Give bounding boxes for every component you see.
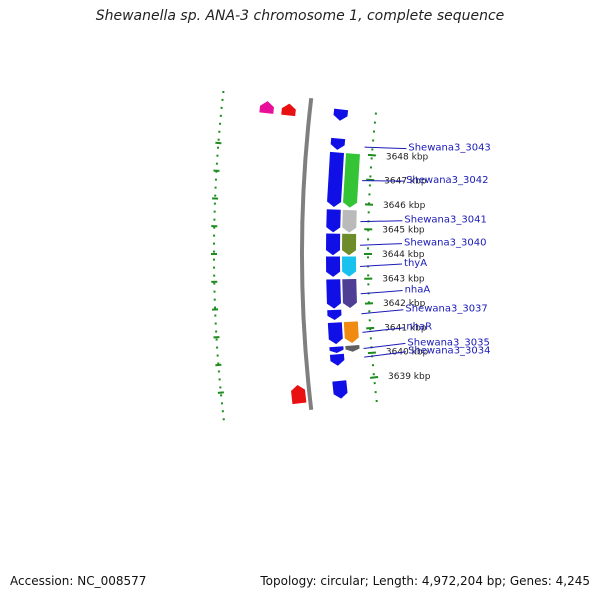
kbp-tick-label: 3642 kbp	[383, 299, 426, 309]
sequence-summary: Topology: circular; Length: 4,972,204 bp…	[260, 574, 590, 588]
outer-dotted-track	[213, 87, 225, 421]
gene-feature	[291, 385, 307, 405]
kbp-tick-label: 3644 kbp	[382, 250, 425, 260]
kbp-tick-label: 3648 kbp	[386, 152, 429, 162]
gene-feature	[343, 321, 359, 344]
gene-Shewana3_3040	[326, 233, 341, 256]
kbp-tick	[367, 153, 376, 157]
kbp-tick-label: 3647 kbp	[384, 177, 427, 187]
accession-label: Accession: NC_008577	[10, 574, 147, 588]
gene-feature	[342, 233, 357, 256]
gene-label: nhaR	[406, 322, 432, 333]
gene-label-leader	[360, 220, 403, 223]
gene-label: Shewana3_3041	[404, 215, 486, 226]
kbp-tick	[367, 351, 376, 355]
gene-label-leader	[364, 146, 407, 150]
gene-label-leader	[362, 327, 405, 333]
gene-label: Shewana3_3034	[408, 346, 490, 357]
kbp-tick-label: 3640 kbp	[386, 348, 429, 358]
gene-feature	[281, 103, 296, 117]
gene-label: Shewana3_3037	[405, 304, 487, 315]
gene-label-leader	[364, 351, 407, 358]
chromosome-backbone	[300, 97, 314, 411]
gene-feature	[259, 101, 274, 114]
gene-label: Shewana3_3040	[404, 238, 486, 249]
gene-nhaA	[326, 279, 341, 309]
gene-Shewana3_3041	[326, 209, 341, 233]
gene-nhaR	[327, 322, 343, 345]
kbp-tick-label: 3641 kbp	[384, 323, 427, 333]
gene-label: Shewana3_3043	[408, 143, 490, 154]
gene-feature	[343, 153, 360, 208]
gene-feature	[333, 108, 349, 121]
gene-feature	[345, 345, 360, 352]
kbp-tick-label: 3643 kbp	[382, 274, 425, 284]
outer-track-tick	[217, 391, 224, 394]
gene-label: nhaA	[405, 284, 431, 295]
gene-label: Shewana3_3035	[407, 337, 489, 348]
gene-thyA	[326, 256, 341, 277]
gene-Shewana3_3042	[327, 151, 344, 207]
gene-Shewana3_3035	[329, 346, 344, 354]
kbp-tick-label: 3645 kbp	[382, 226, 425, 236]
gene-feature	[342, 256, 357, 277]
gene-feature	[342, 278, 357, 308]
gene-feature	[332, 380, 348, 399]
gene-Shewana3_3034	[329, 353, 345, 366]
gene-label-leader	[360, 289, 403, 295]
gene-label: Shewana3_3042	[406, 175, 488, 186]
gene-Shewana3_3043	[330, 137, 346, 150]
gene-label-leader	[361, 309, 404, 315]
gene-label-leader	[360, 263, 403, 267]
gene-Shewana3_3037	[327, 309, 342, 321]
kbp-tick-label: 3639 kbp	[388, 372, 431, 382]
gene-label-leader	[363, 342, 406, 349]
map-title: Shewanella sp. ANA-3 chromosome 1, compl…	[95, 8, 505, 24]
gene-feature	[342, 209, 357, 233]
gene-label-leader	[360, 243, 403, 246]
gene-label: thyA	[404, 258, 427, 269]
kbp-tick	[370, 376, 379, 379]
kbp-tick-label: 3646 kbp	[383, 201, 426, 211]
